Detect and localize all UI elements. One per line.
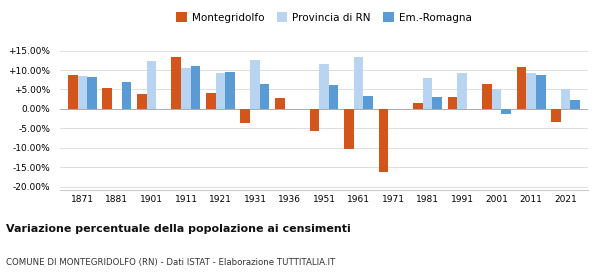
Text: COMUNE DI MONTEGRIDOLFO (RN) - Dati ISTAT - Elaborazione TUTTITALIA.IT: COMUNE DI MONTEGRIDOLFO (RN) - Dati ISTA… [6,258,335,267]
Bar [250,60,260,109]
Bar [275,98,284,109]
Bar [536,76,545,109]
Bar [457,73,467,109]
Bar [344,109,353,149]
Bar [103,88,112,109]
Bar [353,57,364,109]
Bar [206,93,215,109]
Bar [87,77,97,109]
Bar [241,109,250,123]
Bar [526,73,536,109]
Bar [329,85,338,109]
Bar [181,68,191,109]
Legend: Montegridolfo, Provincia di RN, Em.-Romagna: Montegridolfo, Provincia di RN, Em.-Roma… [173,9,475,26]
Bar [492,89,502,109]
Bar [191,66,200,109]
Bar [172,57,181,109]
Bar [226,72,235,109]
Bar [260,84,269,109]
Bar [122,82,131,109]
Text: Variazione percentuale della popolazione ai censimenti: Variazione percentuale della popolazione… [6,224,351,234]
Bar [448,97,457,109]
Bar [433,97,442,109]
Bar [561,89,571,109]
Bar [571,100,580,109]
Bar [68,75,77,109]
Bar [146,61,156,109]
Bar [319,64,329,109]
Bar [422,78,433,109]
Bar [379,109,388,172]
Bar [215,73,226,109]
Bar [482,84,492,109]
Bar [413,103,422,109]
Bar [517,67,526,109]
Bar [551,109,561,122]
Bar [310,109,319,131]
Bar [364,96,373,109]
Bar [502,109,511,113]
Bar [77,76,87,109]
Bar [137,94,146,109]
